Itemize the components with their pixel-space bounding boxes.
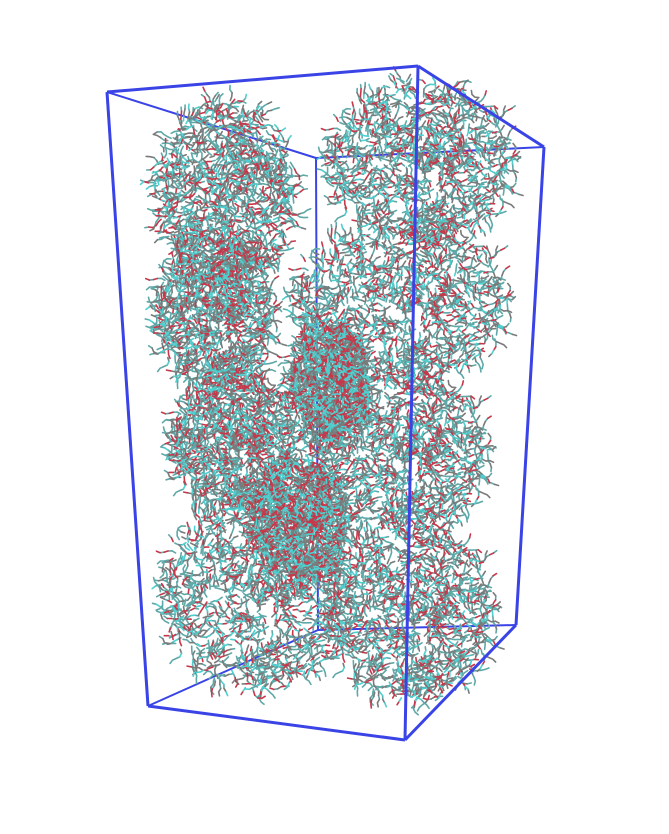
box-edge	[403, 623, 518, 742]
box-edge	[403, 65, 420, 741]
molecule-bonds	[139, 77, 514, 708]
box-edge	[105, 91, 150, 707]
box-edge	[514, 146, 546, 626]
molecule-bonds	[143, 66, 518, 709]
box-edge	[147, 704, 406, 742]
box-edge	[147, 629, 319, 707]
molecules	[139, 66, 524, 716]
box-front-edges	[105, 64, 546, 742]
box-edge	[417, 64, 545, 149]
box-edge	[106, 64, 419, 94]
